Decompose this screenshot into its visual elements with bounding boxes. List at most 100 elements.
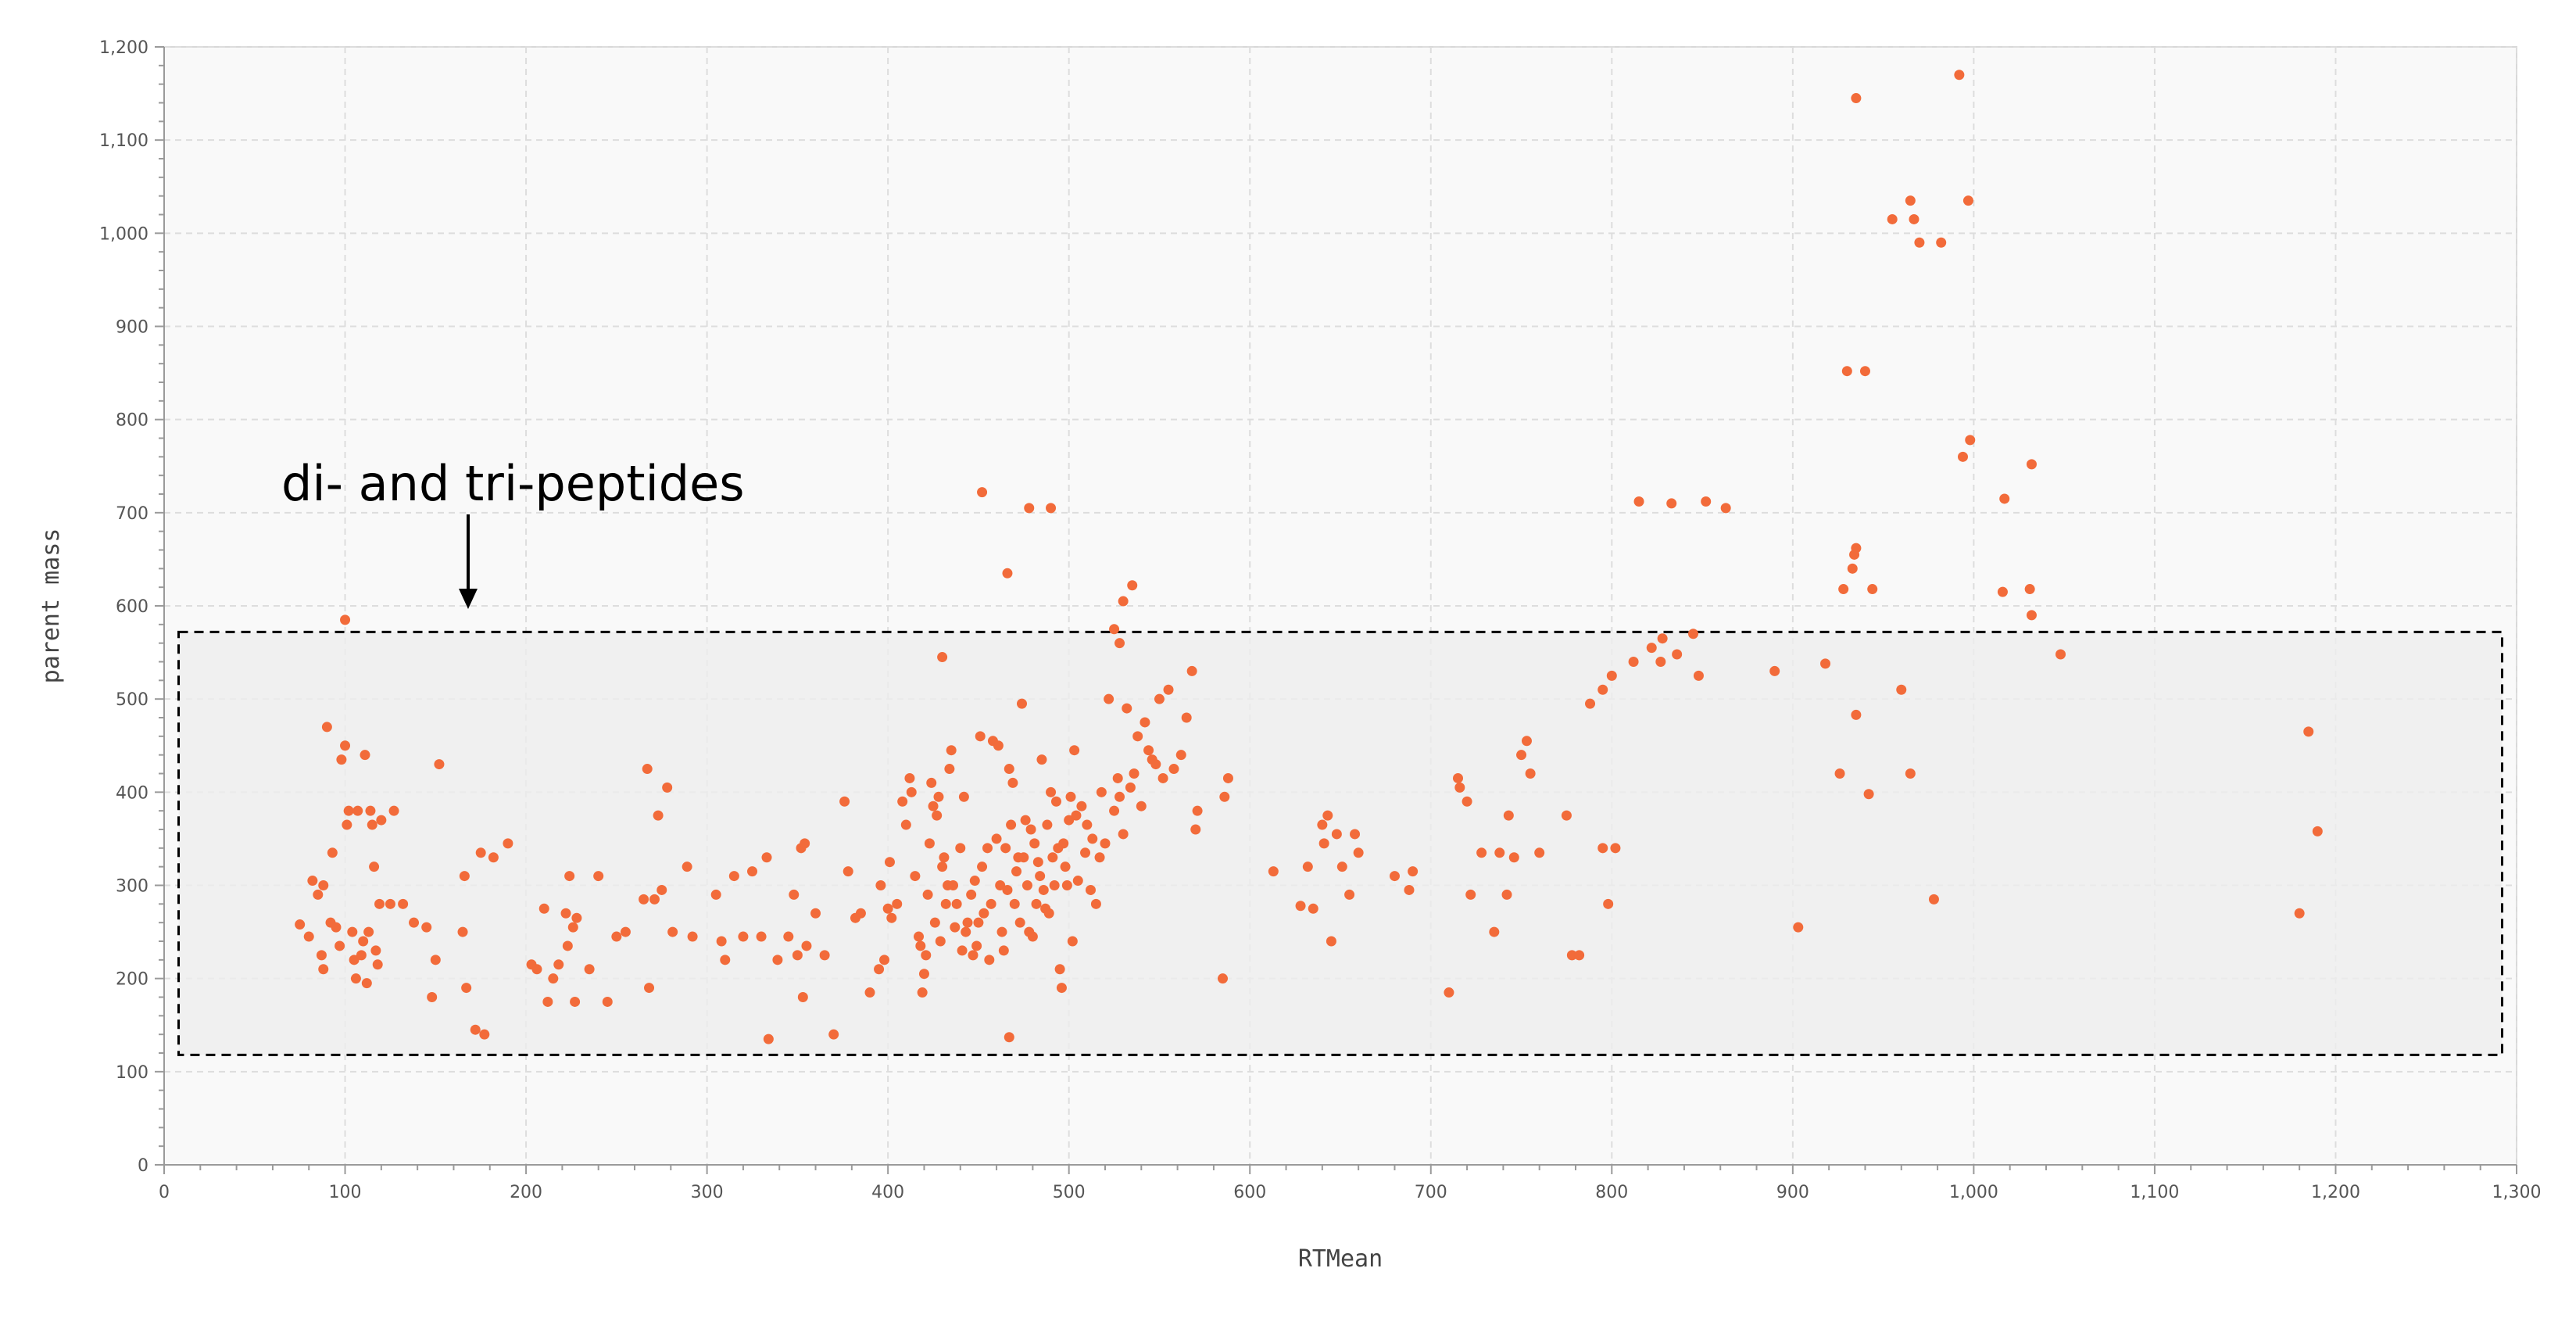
data-point [946, 745, 957, 756]
data-point [1049, 880, 1060, 890]
data-point [1109, 624, 1120, 635]
data-point [971, 940, 982, 951]
data-point [2026, 610, 2037, 621]
data-point [864, 987, 875, 998]
data-point [1851, 543, 1862, 553]
data-point [1132, 731, 1143, 742]
data-point [1175, 750, 1186, 761]
data-point [602, 996, 613, 1007]
data-point [1054, 964, 1065, 975]
data-point [1501, 889, 1512, 900]
data-point [1168, 764, 1179, 775]
data-point [991, 833, 1002, 844]
data-point [810, 908, 821, 919]
data-point [363, 926, 374, 937]
x-tick-label: 1,100 [2130, 1183, 2179, 1202]
data-point [886, 912, 897, 923]
data-point [457, 926, 468, 937]
data-point [1042, 819, 1053, 830]
data-point [1344, 889, 1355, 900]
data-point [538, 903, 549, 914]
data-point [828, 1029, 839, 1040]
data-point [1965, 435, 1976, 446]
data-point [1046, 503, 1057, 514]
data-point [1096, 786, 1107, 797]
data-point [1109, 805, 1120, 816]
data-point [1628, 657, 1639, 667]
data-point [479, 1029, 490, 1040]
data-point [1353, 847, 1364, 858]
data-point [1962, 195, 1973, 206]
data-point [1027, 931, 1038, 942]
data-point [548, 973, 559, 984]
data-point [1859, 366, 1870, 377]
data-point [1521, 736, 1532, 747]
y-tick-label: 100 [116, 1063, 148, 1083]
data-point [1957, 451, 1968, 462]
data-point [1444, 987, 1454, 998]
data-point [365, 805, 376, 816]
data-point [879, 955, 890, 965]
x-tick-label: 300 [691, 1183, 724, 1202]
data-point [542, 996, 553, 1007]
data-point [2024, 584, 2035, 595]
data-point [982, 843, 993, 854]
y-tick-label: 500 [116, 690, 148, 710]
data-point [1021, 880, 1032, 890]
data-point [562, 940, 573, 951]
data-point [1887, 213, 1898, 224]
data-point [819, 950, 830, 961]
data-point [531, 964, 542, 975]
data-point [1666, 498, 1677, 509]
x-tick-label: 200 [510, 1183, 542, 1202]
data-point [756, 931, 767, 942]
data-point [1896, 684, 1907, 695]
data-point [977, 862, 988, 872]
data-point [1036, 754, 1047, 765]
data-point [716, 936, 727, 947]
data-point [1408, 866, 1419, 877]
data-point [1038, 884, 1049, 895]
data-point [939, 852, 950, 863]
data-point [1331, 829, 1342, 840]
data-point [1597, 684, 1608, 695]
data-point [1268, 866, 1279, 877]
data-point [1157, 772, 1168, 783]
data-point [503, 838, 513, 849]
data-point [1503, 810, 1514, 821]
data-point [470, 1024, 481, 1035]
data-point [1863, 789, 1874, 800]
data-point [738, 931, 749, 942]
data-point [611, 931, 622, 942]
data-point [1087, 833, 1098, 844]
data-point [1006, 819, 1017, 830]
data-point [427, 992, 438, 1002]
x-tick-label: 1,000 [1949, 1183, 1998, 1202]
data-point [567, 922, 578, 933]
data-point [1100, 838, 1111, 849]
data-point [1603, 898, 1614, 909]
data-point [1462, 796, 1472, 807]
data-point [1476, 847, 1487, 858]
data-point [1646, 643, 1657, 654]
data-point [488, 852, 499, 863]
data-point [783, 931, 794, 942]
data-point [948, 880, 959, 890]
data-point [962, 917, 973, 928]
data-point [1657, 633, 1668, 644]
data-point [839, 796, 850, 807]
data-point [352, 805, 363, 816]
data-point [924, 838, 935, 849]
x-tick-label: 1,300 [2492, 1183, 2542, 1202]
y-tick-label: 1,000 [99, 224, 148, 244]
data-point [1308, 903, 1318, 914]
data-point [1020, 815, 1031, 826]
data-point [1954, 70, 1965, 81]
data-point [1000, 843, 1011, 854]
data-point [1114, 638, 1125, 649]
data-point [882, 903, 893, 914]
data-point [1112, 772, 1123, 783]
data-point [1841, 366, 1852, 377]
data-point [986, 898, 996, 909]
